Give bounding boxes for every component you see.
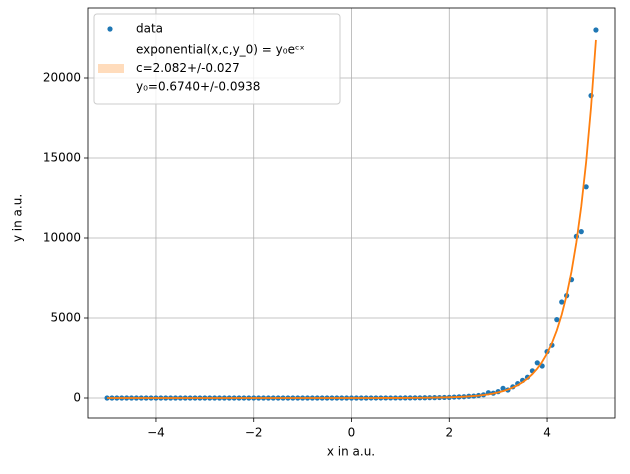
x-axis-label: x in a.u. — [327, 445, 375, 459]
x-tick-label: 0 — [348, 426, 356, 440]
y-tick-label: 0 — [73, 391, 81, 405]
legend: data exponential(x,c,y_0) = y₀eᶜˣ c=2.082+… — [93, 13, 341, 105]
legend-label: c=2.082+/-0.027 — [136, 61, 240, 75]
data-point — [578, 229, 584, 235]
legend-label: y₀=0.6740+/-0.0938 — [136, 80, 260, 94]
data-point — [559, 299, 565, 305]
data-point — [593, 27, 599, 33]
data-point — [554, 317, 560, 323]
plot-frame — [87, 7, 616, 419]
y-tick-label: 5000 — [50, 311, 81, 325]
x-tick-label: 4 — [543, 426, 551, 440]
legend-label: data — [136, 22, 163, 36]
x-tick-label: 2 — [445, 426, 453, 440]
data-point — [583, 184, 589, 190]
x-tick-label: −4 — [147, 426, 165, 440]
y-tick-label: 10000 — [43, 231, 81, 245]
data-point — [500, 385, 506, 391]
legend-patch — [98, 64, 124, 73]
legend-marker — [107, 26, 113, 32]
y-axis-label: y in a.u. — [11, 194, 25, 242]
y-tick-label: 15000 — [43, 151, 81, 165]
legend-label: exponential(x,c,y_0) = y₀eᶜˣ — [136, 43, 305, 57]
x-tick-label: −2 — [245, 426, 263, 440]
legend-box — [93, 13, 341, 105]
data-point — [534, 360, 540, 366]
fit-line — [107, 39, 597, 399]
y-tick-label: 20000 — [43, 71, 81, 85]
